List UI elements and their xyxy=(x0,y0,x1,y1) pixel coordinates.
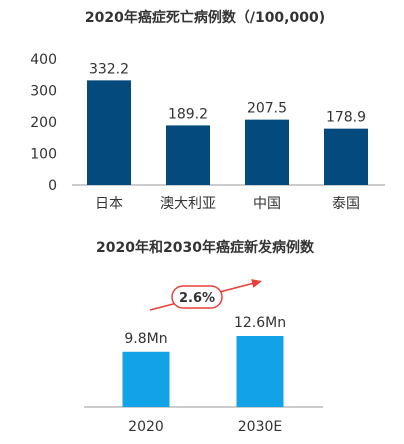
chart1-category-labels: 日本 澳大利亚 中国 泰国 xyxy=(95,196,360,212)
growth-badge-label: 2.6% xyxy=(179,291,215,306)
chart-new-cases: 2020年和2030年癌症新发病例数 2.6% 9.8Mn 12.6Mn 2020… xyxy=(84,239,323,435)
chart2-bar xyxy=(236,336,284,407)
chart2-category-label: 2020 xyxy=(128,419,164,435)
chart2-bar xyxy=(122,351,170,407)
chart2-category-labels: 2020 2030E xyxy=(128,419,282,435)
chart2-value-label: 9.8Mn xyxy=(124,331,167,347)
growth-badge xyxy=(171,285,223,309)
chart-death-cases: 2020年癌症死亡病例数（/100,000) 0 100 200 300 400 332… xyxy=(30,9,385,212)
chart1-y-tick-label: 0 xyxy=(48,178,57,194)
chart2-title: 2020年和2030年癌症新发病例数 xyxy=(96,239,315,256)
growth-arrow-head xyxy=(251,279,262,288)
chart2-bars xyxy=(122,336,284,407)
chart1-value-label: 207.5 xyxy=(247,101,287,117)
chart1-bar xyxy=(324,128,368,185)
chart1-y-tick-label: 400 xyxy=(30,52,57,68)
chart2-category-label: 2030E xyxy=(238,419,282,435)
chart1-y-tick-label: 300 xyxy=(30,84,57,100)
chart1-category-label: 中国 xyxy=(253,196,281,212)
chart2-value-labels: 9.8Mn 12.6Mn xyxy=(124,315,286,347)
chart1-bar xyxy=(245,119,289,185)
chart2-value-label: 12.6Mn xyxy=(234,315,286,331)
chart1-value-label: 332.2 xyxy=(89,61,129,77)
chart1-y-tick-label: 200 xyxy=(30,115,57,131)
chart1-value-label: 178.9 xyxy=(326,110,366,126)
chart1-title: 2020年癌症死亡病例数（/100,000) xyxy=(85,9,325,26)
chart1-category-label: 日本 xyxy=(95,196,123,212)
chart1-y-tick-label: 100 xyxy=(30,147,57,163)
chart1-bars xyxy=(87,80,368,185)
chart1-bar xyxy=(87,80,131,185)
chart1-value-labels: 332.2 189.2 207.5 178.9 xyxy=(89,61,366,125)
chart1-category-label: 澳大利亚 xyxy=(160,196,216,212)
chart1-bar xyxy=(166,125,210,185)
chart1-category-label: 泰国 xyxy=(332,196,360,212)
chart1-y-axis: 0 100 200 300 400 xyxy=(30,52,57,194)
chart1-value-label: 189.2 xyxy=(168,106,208,122)
